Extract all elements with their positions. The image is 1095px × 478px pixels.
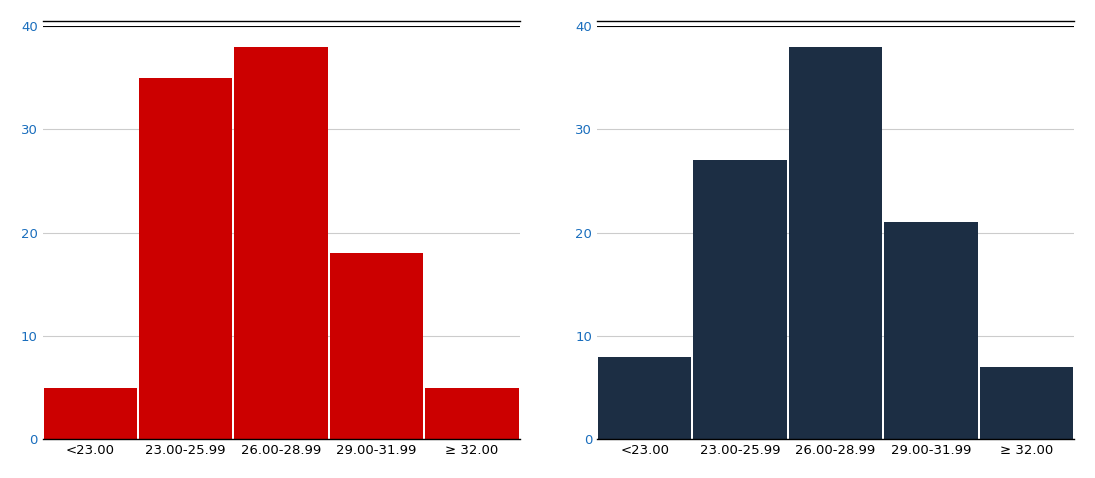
Bar <box>425 388 519 439</box>
Bar <box>234 46 327 439</box>
Bar <box>139 77 232 439</box>
Bar <box>788 46 883 439</box>
Bar <box>598 357 691 439</box>
Bar <box>885 222 978 439</box>
Bar <box>330 253 424 439</box>
Bar <box>44 388 137 439</box>
Bar <box>980 367 1073 439</box>
Bar <box>693 160 787 439</box>
